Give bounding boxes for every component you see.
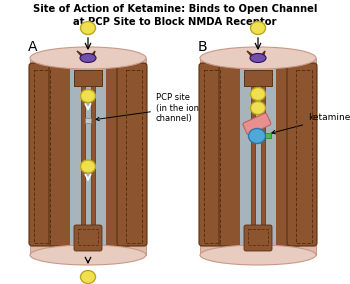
Text: PCP site
(in the ion
channel): PCP site (in the ion channel) <box>96 93 199 123</box>
Text: A: A <box>28 40 37 54</box>
FancyBboxPatch shape <box>29 63 59 246</box>
Ellipse shape <box>80 89 96 103</box>
Bar <box>251 86 255 227</box>
FancyBboxPatch shape <box>244 225 272 251</box>
Ellipse shape <box>248 128 266 143</box>
Bar <box>91 86 95 227</box>
Ellipse shape <box>200 47 316 69</box>
Polygon shape <box>259 51 265 58</box>
Bar <box>278 58 316 255</box>
Bar <box>108 58 146 255</box>
Bar <box>204 70 220 243</box>
Bar <box>200 58 238 255</box>
Bar <box>244 70 272 86</box>
Ellipse shape <box>30 47 146 69</box>
FancyBboxPatch shape <box>105 63 131 246</box>
Ellipse shape <box>200 245 316 265</box>
FancyBboxPatch shape <box>287 63 317 246</box>
Ellipse shape <box>30 245 146 265</box>
Bar <box>30 58 68 255</box>
FancyBboxPatch shape <box>199 63 229 246</box>
Bar <box>78 229 98 245</box>
Ellipse shape <box>251 101 266 114</box>
FancyBboxPatch shape <box>219 63 245 246</box>
Bar <box>296 70 312 243</box>
Ellipse shape <box>80 270 96 283</box>
Bar <box>74 70 102 86</box>
Bar <box>70 58 106 265</box>
Bar <box>85 118 91 123</box>
FancyBboxPatch shape <box>275 63 301 246</box>
Bar <box>248 229 268 245</box>
FancyBboxPatch shape <box>243 113 271 135</box>
Bar <box>261 86 265 227</box>
Text: B: B <box>198 40 208 54</box>
Text: Site of Action of Ketamine: Binds to Open Channel
at PCP Site to Block NMDA Rece: Site of Action of Ketamine: Binds to Ope… <box>33 4 317 27</box>
FancyBboxPatch shape <box>117 63 147 246</box>
Bar <box>81 86 85 227</box>
Bar <box>74 70 102 86</box>
FancyBboxPatch shape <box>74 225 102 251</box>
Bar <box>240 58 276 265</box>
Polygon shape <box>89 51 95 58</box>
Ellipse shape <box>251 87 266 101</box>
Polygon shape <box>247 51 257 58</box>
Ellipse shape <box>250 53 266 62</box>
Text: ketamine: ketamine <box>272 114 350 134</box>
FancyBboxPatch shape <box>49 63 75 246</box>
Ellipse shape <box>80 160 96 173</box>
Polygon shape <box>77 51 87 58</box>
Bar <box>265 133 271 138</box>
Bar <box>34 70 50 243</box>
Ellipse shape <box>80 53 96 62</box>
Bar <box>244 70 272 86</box>
Ellipse shape <box>251 22 266 34</box>
Ellipse shape <box>80 22 96 34</box>
Bar <box>126 70 142 243</box>
